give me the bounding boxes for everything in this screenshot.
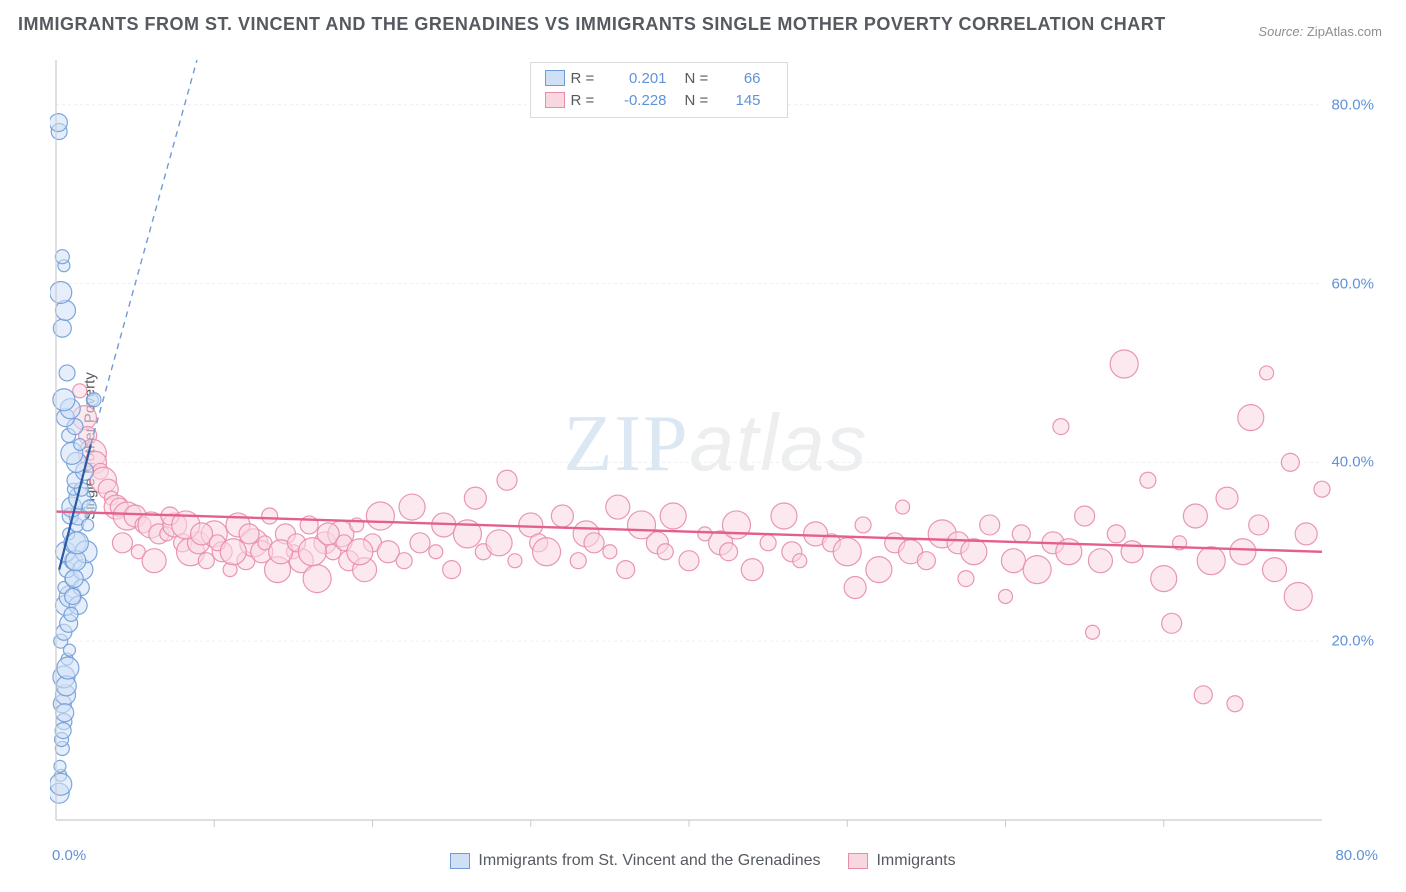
plot-area: ZIPatlas 20.0%40.0%60.0%80.0% R =0.201N … <box>50 58 1382 838</box>
legend-item-immigrants: Immigrants <box>848 852 955 870</box>
legend-label-b: Immigrants <box>876 852 955 870</box>
series-legend: Immigrants from St. Vincent and the Gren… <box>0 852 1406 870</box>
r-label: R = <box>571 92 605 109</box>
legend-item-svg: Immigrants from St. Vincent and the Gren… <box>450 852 820 870</box>
legend-swatch-a <box>450 853 470 869</box>
n-label: N = <box>685 70 719 87</box>
correlation-legend: R = 0.201 N = 66 R = -0.228 N = 145 <box>530 62 788 118</box>
y-tick-label: 60.0% <box>1331 275 1374 292</box>
r-value: 0.201 <box>611 70 679 87</box>
y-tick-label: 80.0% <box>1331 96 1374 113</box>
source-attribution: Source: ZipAtlas.com <box>1258 24 1382 39</box>
legend-label-a: Immigrants from St. Vincent and the Gren… <box>478 852 820 870</box>
r-value: -0.228 <box>611 92 679 109</box>
scatter-chart <box>50 58 1382 838</box>
legend-swatch <box>545 70 565 86</box>
legend-swatch <box>545 92 565 108</box>
legend-swatch-b <box>848 853 868 869</box>
y-tick-label: 40.0% <box>1331 454 1374 471</box>
n-label: N = <box>685 92 719 109</box>
y-tick-label: 20.0% <box>1331 633 1374 650</box>
source-value: ZipAtlas.com <box>1307 24 1382 39</box>
source-label: Source: <box>1258 24 1303 39</box>
r-label: R = <box>571 70 605 87</box>
n-value: 145 <box>725 92 773 109</box>
n-value: 66 <box>725 70 773 87</box>
chart-title: IMMIGRANTS FROM ST. VINCENT AND THE GREN… <box>18 14 1166 35</box>
